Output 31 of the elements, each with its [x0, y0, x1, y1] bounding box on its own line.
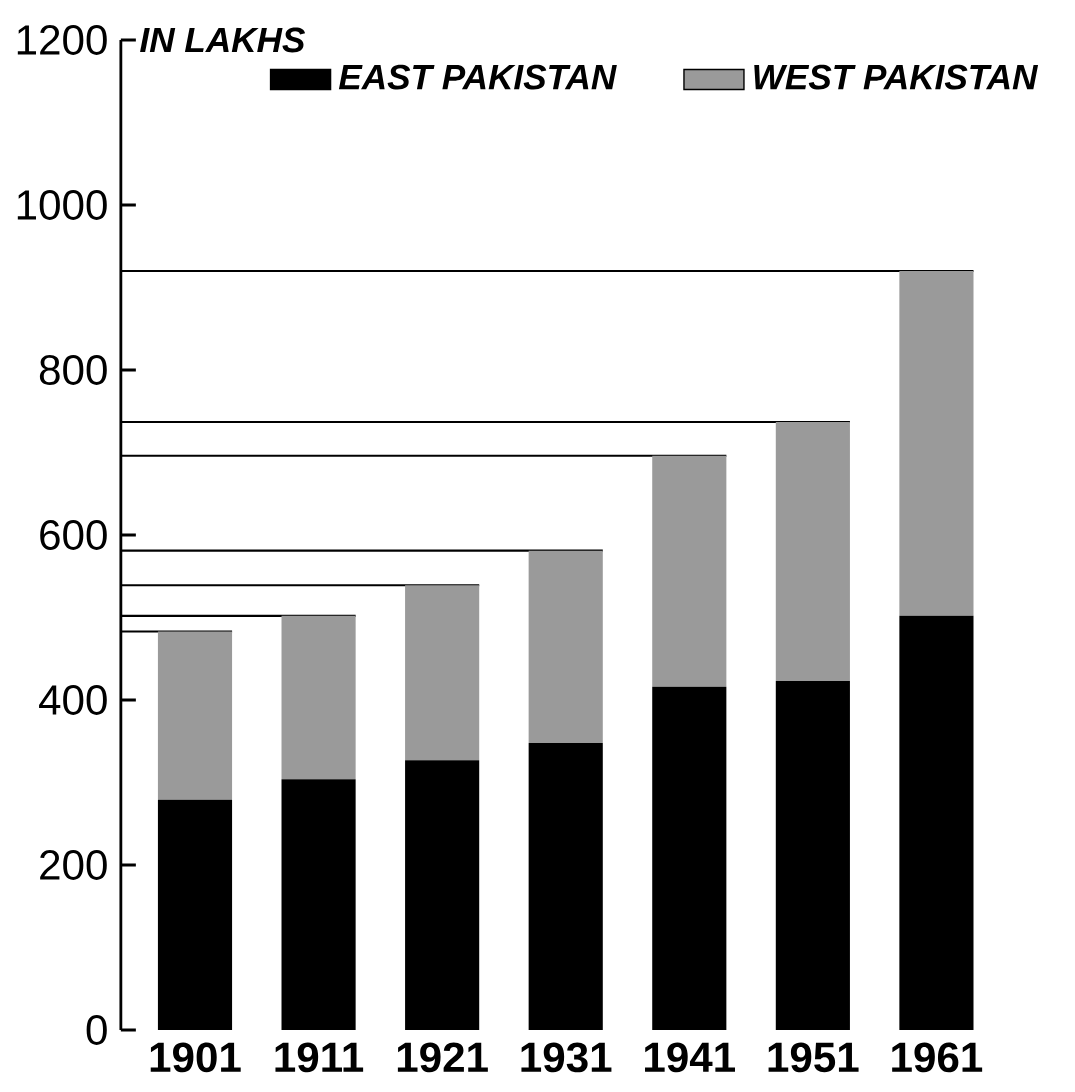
y-axis-title: IN LAKHS: [140, 27, 306, 53]
bar: [528, 742, 603, 1030]
x-tick-label: 1931: [521, 1042, 612, 1073]
bar: [652, 686, 727, 1030]
bar: [281, 615, 356, 780]
bar: [899, 615, 974, 1030]
bar: [652, 455, 727, 687]
x-tick-label: 1921: [397, 1042, 488, 1073]
bar: [157, 631, 233, 800]
bar: [528, 550, 603, 743]
bar: [405, 760, 480, 1030]
legend-label: EAST PAKISTAN: [338, 64, 617, 90]
x-tick-label: 1911: [275, 1042, 364, 1073]
y-tick-label: 400: [39, 685, 107, 715]
bar: [775, 421, 850, 682]
bar: [157, 799, 233, 1030]
bar: [899, 270, 974, 616]
x-tick-label: 1961: [892, 1042, 983, 1073]
y-tick-label: 600: [40, 520, 107, 550]
bar: [281, 779, 356, 1030]
y-tick-label: 1000: [17, 190, 107, 220]
y-tick-label: 0: [86, 1015, 107, 1045]
bar: [405, 585, 480, 761]
bar: [775, 681, 850, 1030]
x-tick-label: 1941: [645, 1042, 735, 1073]
x-tick-label: 1901: [150, 1042, 241, 1073]
y-tick-label: 200: [40, 850, 107, 880]
y-tick-label: 1200: [17, 25, 107, 55]
legend-label: WEST PAKISTAN: [754, 64, 1039, 90]
y-tick-label: 800: [39, 355, 107, 385]
x-tick-label: 1951: [768, 1042, 859, 1073]
